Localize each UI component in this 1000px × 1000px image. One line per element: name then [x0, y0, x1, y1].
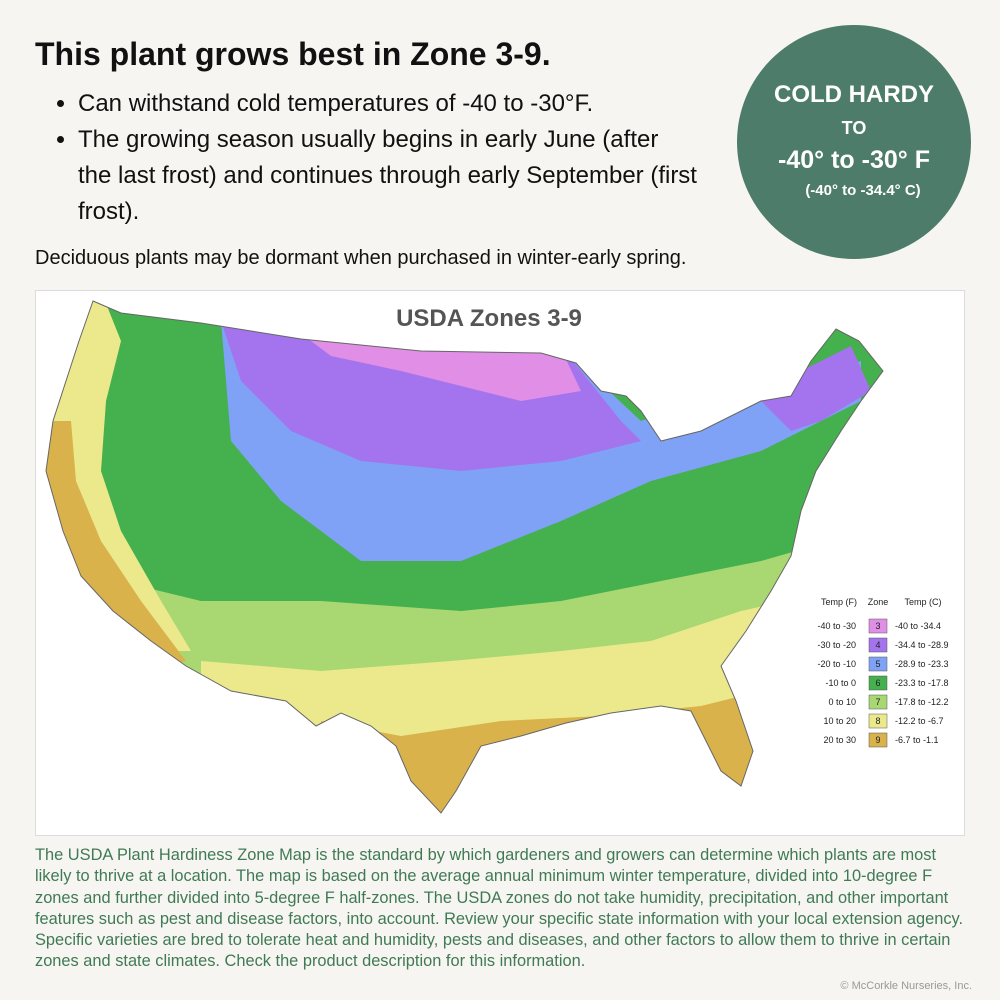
legend-header: Zone	[868, 597, 889, 607]
legend-temp-f: -20 to -10	[817, 659, 856, 669]
legend-swatch	[868, 732, 888, 748]
legend-zone: 8	[875, 716, 880, 726]
legend-swatch	[868, 637, 888, 653]
us-outline	[45, 300, 884, 814]
bullet: Can withstand cold temperatures of -40 t…	[78, 86, 698, 122]
map-title: USDA Zones 3-9	[396, 305, 582, 332]
legend-swatch	[868, 675, 888, 691]
legend-temp-f: -40 to -30	[817, 621, 856, 631]
badge-line: (-40° to -34.4° C)	[805, 182, 921, 199]
badge-line: -40° to -30° F	[778, 146, 930, 174]
bullet-list: Can withstand cold temperatures of -40 t…	[55, 86, 698, 230]
legend-zone: 7	[875, 697, 880, 707]
legend-temp-f: -10 to 0	[825, 678, 856, 688]
legend-temp-c: -28.9 to -23.3	[895, 659, 949, 669]
legend-zone: 3	[875, 621, 880, 631]
legend: Temp (F) Zone Temp (C) -40 to -30 3 -40 to -3…	[817, 597, 949, 748]
legend-temp-c: -40 to -34.4	[895, 621, 941, 631]
legend-temp-f: 20 to 30	[823, 735, 856, 745]
note: Deciduous plants may be dormant when pur…	[35, 247, 687, 269]
legend-zone: 9	[875, 735, 880, 745]
bullet: The growing season usually begins in ear…	[78, 122, 698, 230]
description: The USDA Plant Hardiness Zone Map is the…	[35, 846, 964, 971]
legend-temp-f: -30 to -20	[817, 640, 856, 650]
legend-temp-c: -12.2 to -6.7	[895, 716, 944, 726]
legend-temp-f: 10 to 20	[823, 716, 856, 726]
legend-zone: 5	[875, 659, 880, 669]
legend-temp-c: -34.4 to -28.9	[895, 640, 949, 650]
badge-line: COLD HARDY	[774, 81, 934, 108]
legend-temp-f: 0 to 10	[828, 697, 856, 707]
legend-swatch	[868, 694, 888, 710]
map-frame: USDA Zones 3-9 Temp (F) Zone Temp (C) -40 t…	[35, 290, 965, 836]
legend-swatch	[868, 618, 888, 634]
badge: COLD HARDY TO -40° to -30° F (-40° to -3…	[737, 25, 971, 259]
legend-temp-c: -23.3 to -17.8	[895, 678, 949, 688]
legend-temp-c: -17.8 to -12.2	[895, 697, 949, 707]
legend-swatch	[868, 713, 888, 729]
zone-map	[46, 301, 883, 813]
legend-header: Temp (C)	[904, 597, 941, 607]
legend-header: Temp (F)	[821, 597, 857, 607]
copyright: © McCorkle Nurseries, Inc.	[840, 980, 972, 992]
badge-line: TO	[841, 118, 867, 138]
title: This plant grows best in Zone 3-9.	[35, 36, 551, 72]
legend-swatch	[868, 656, 888, 672]
map: USDA Zones 3-9 Temp (F) Zone Temp (C) -40 t…	[45, 300, 949, 814]
legend-zone: 6	[875, 678, 880, 688]
legend-temp-c: -6.7 to -1.1	[895, 735, 939, 745]
legend-zone: 4	[875, 640, 880, 650]
